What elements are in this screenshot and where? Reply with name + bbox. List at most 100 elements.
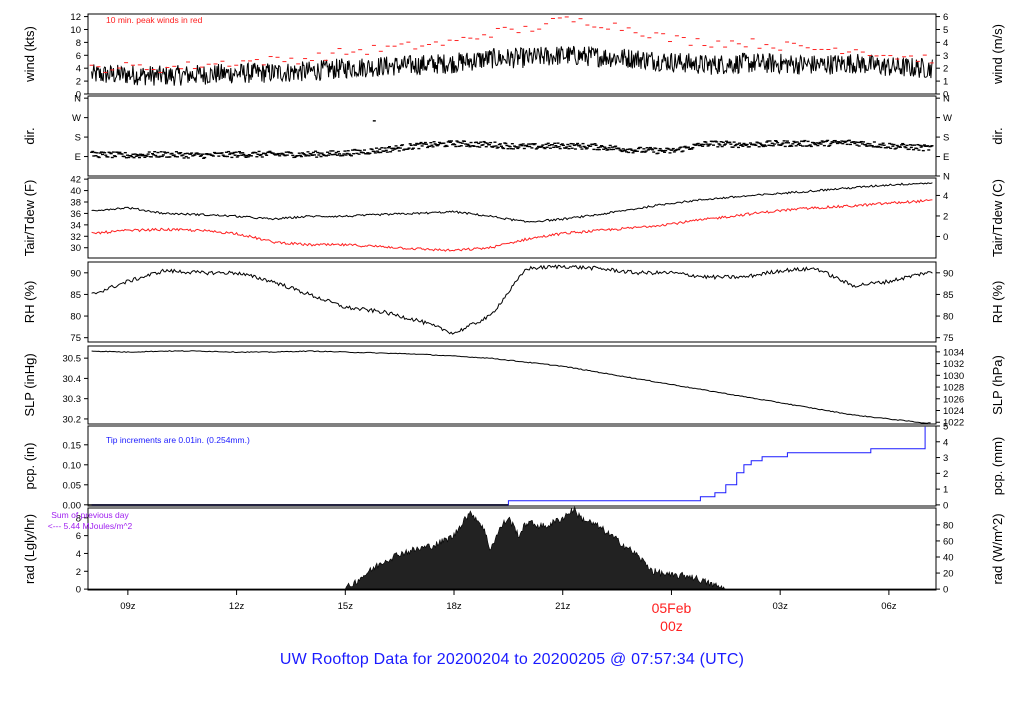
temp-frame: [87, 177, 937, 259]
rh-line: [91, 264, 933, 335]
temp-left-tick-label: 40: [70, 186, 81, 197]
rad-note-line2: <--- 5.44 MJoules/m^2: [48, 521, 133, 531]
wind-left-tick-label: 6: [76, 51, 81, 62]
dir-left-tick-label: S: [75, 133, 81, 144]
dir-left-tick-label: N: [74, 94, 81, 105]
wind-left-tick-label: 8: [76, 38, 81, 49]
rad-frame: [87, 507, 937, 591]
dir-left-tick-label: E: [75, 152, 81, 163]
dir-left-tick-label: W: [72, 113, 81, 124]
rh-ylabel-left: RH (%): [22, 281, 37, 324]
rh-left-tick-label: 80: [70, 312, 81, 323]
slp-right-tick-label: 1024: [943, 406, 964, 417]
tair-line: [91, 182, 933, 223]
wind-frame: [87, 13, 937, 95]
wind-ylabel-left: wind (kts): [22, 26, 37, 83]
wind-right-tick-label: 6: [943, 12, 948, 23]
temp-ylabel-left: Tair/Tdew (F): [22, 180, 37, 257]
rad-ylabel-left: rad (Lgly/hr): [22, 514, 37, 584]
pcp-frame: [87, 425, 937, 507]
time-tick-label: 21z: [555, 601, 571, 612]
temp-left-tick-label: 34: [70, 220, 81, 231]
temp-left-tick-label: 38: [70, 198, 81, 209]
wind-right-tick-label: 5: [943, 25, 948, 36]
pcp-right-tick-label: 2: [943, 469, 948, 480]
dir-right-tick-label: N: [943, 94, 950, 105]
rh-right-tick-label: 85: [943, 290, 954, 301]
wind-left-tick-label: 2: [76, 77, 81, 88]
rad-area: [344, 505, 726, 590]
slp-right-tick-label: 1028: [943, 383, 964, 394]
time-tick-label: 09z: [120, 601, 136, 612]
slp-right-tick-label: 1022: [943, 418, 964, 429]
rh-left-tick-label: 85: [70, 290, 81, 301]
wind-right-tick-label: 2: [943, 64, 948, 75]
slp-left-tick-label: 30.4: [63, 374, 82, 385]
dir-right-tick-label: W: [943, 113, 952, 124]
rad-right-tick-label: 80: [943, 520, 954, 531]
midnight-label: 00z: [660, 618, 683, 634]
pcp-left-tick-label: 0.00: [63, 500, 82, 511]
rh-right-tick-label: 90: [943, 268, 954, 279]
slp-right-tick-label: 1034: [943, 347, 964, 358]
date-label: 05Feb: [652, 600, 692, 616]
pcp-left-tick-label: 0.10: [63, 460, 82, 471]
temp-left-tick-label: 30: [70, 243, 81, 254]
pcp-right-tick-label: 5: [943, 422, 948, 433]
temp-left-tick-label: 32: [70, 232, 81, 243]
time-tick-label: 18z: [446, 601, 462, 612]
rad-right-tick-label: 40: [943, 552, 954, 563]
pcp-right-tick-label: 4: [943, 437, 948, 448]
time-tick-label: 03z: [773, 601, 789, 612]
pcp-note: Tip increments are 0.01in. (0.254mm.): [106, 435, 250, 445]
rad-note-line1: Sum of previous day: [51, 510, 129, 520]
slp-left-tick-label: 30.2: [63, 414, 82, 425]
wind-right-tick-label: 3: [943, 51, 948, 62]
pcp-right-tick-label: 1: [943, 485, 948, 496]
slp-left-tick-label: 30.5: [63, 354, 82, 365]
rh-left-tick-label: 90: [70, 268, 81, 279]
time-tick-label: 06z: [881, 601, 897, 612]
rad-left-tick-label: 8: [76, 513, 81, 524]
rad-right-tick-label: 0: [943, 585, 948, 596]
slp-line: [91, 350, 931, 424]
dir-right-tick-label: E: [943, 152, 949, 163]
wind-right-tick-label: 1: [943, 77, 948, 88]
time-tick-label: 12z: [229, 601, 245, 612]
temp-ylabel-right: Tair/Tdew (C): [990, 179, 1005, 257]
pcp-ylabel-left: pcp. (in): [22, 443, 37, 490]
rad-left-tick-label: 2: [76, 567, 81, 578]
dir-frame: [87, 95, 937, 177]
slp-right-tick-label: 1026: [943, 394, 964, 405]
temp-right-tick-label: 0: [943, 232, 948, 243]
slp-right-tick-label: 1032: [943, 359, 964, 370]
rad-left-tick-label: 0: [76, 585, 81, 596]
wind-ylabel-right: wind (m/s): [990, 24, 1005, 85]
temp-right-tick-label: 2: [943, 211, 948, 222]
wind-speed-line: [91, 45, 933, 86]
temp-left-tick-label: 42: [70, 175, 81, 186]
slp-left-tick-label: 30.3: [63, 394, 82, 405]
slp-frame: [87, 345, 937, 425]
rad-ylabel-right: rad (W/m^2): [990, 513, 1005, 584]
pcp-left-tick-label: 0.05: [63, 480, 82, 491]
dir-ylabel-left: dir.: [22, 127, 37, 144]
wind-left-tick-label: 10: [70, 25, 81, 36]
wind-left-tick-label: 4: [76, 64, 81, 75]
dir-right-tick-label: N: [943, 172, 950, 183]
time-tick-label: 15z: [338, 601, 354, 612]
rh-right-tick-label: 75: [943, 333, 954, 344]
temp-left-tick-label: 36: [70, 209, 81, 220]
wind-right-tick-label: 4: [943, 38, 948, 49]
dir-right-tick-label: S: [943, 133, 949, 144]
slp-right-tick-label: 1030: [943, 371, 964, 382]
rad-right-tick-label: 60: [943, 536, 954, 547]
rh-right-tick-label: 80: [943, 312, 954, 323]
pcp-ylabel-right: pcp. (mm): [990, 437, 1005, 496]
tdew-line: [91, 199, 933, 252]
pcp-right-tick-label: 0: [943, 500, 948, 511]
slp-ylabel-left: SLP (inHg): [22, 353, 37, 416]
rad-left-tick-label: 6: [76, 531, 81, 542]
pcp-right-tick-label: 3: [943, 453, 948, 464]
rh-left-tick-label: 75: [70, 333, 81, 344]
